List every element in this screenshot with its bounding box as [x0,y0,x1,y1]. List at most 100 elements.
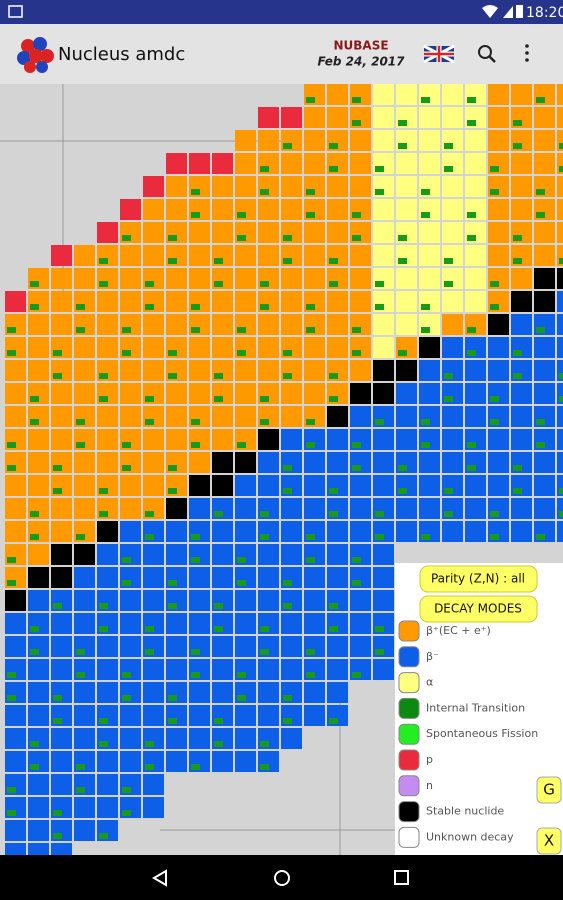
nuclide-cell[interactable] [97,337,118,358]
nuclide-cell[interactable] [51,383,72,404]
nuclide-cell[interactable] [396,84,417,105]
nuclide-chart[interactable] [5,84,563,855]
nuclide-cell[interactable] [373,429,394,450]
nuclide-cell[interactable] [465,291,486,312]
nuclide-cell[interactable] [557,245,563,266]
nuclide-cell[interactable] [143,590,164,611]
nuclide-cell[interactable] [488,245,509,266]
nuclide-cell[interactable] [511,268,532,289]
nuclide-cell[interactable] [74,452,95,473]
nuclide-cell[interactable] [97,636,118,657]
nuclide-cell[interactable] [28,429,49,450]
nuclide-cell[interactable] [465,521,486,542]
nuclide-cell[interactable] [281,659,302,680]
nuclide-cell[interactable] [235,590,256,611]
nuclide-cell[interactable] [258,107,279,128]
nuclide-cell[interactable] [258,337,279,358]
nuclide-cell[interactable] [166,383,187,404]
nuclide-cell[interactable] [419,268,440,289]
nuclide-cell[interactable] [166,636,187,657]
nuclide-cell[interactable] [212,406,233,427]
nuclide-cell[interactable] [419,475,440,496]
nuclide-cell[interactable] [189,360,210,381]
nuclide-cell[interactable] [28,567,49,588]
nuclide-cell[interactable] [373,314,394,335]
nuclide-cell[interactable] [465,153,486,174]
nuclide-cell[interactable] [281,544,302,565]
nuclide-cell[interactable] [51,245,72,266]
x-button[interactable] [536,827,562,855]
nuclide-cell[interactable] [304,567,325,588]
nuclide-cell[interactable] [465,406,486,427]
nuclide-cell[interactable] [166,291,187,312]
nuclide-cell[interactable] [350,590,371,611]
nuclide-cell[interactable] [281,314,302,335]
nuclide-cell[interactable] [557,314,563,335]
nuclide-cell[interactable] [350,153,371,174]
nuclide-cell[interactable] [74,383,95,404]
nuclide-cell[interactable] [51,544,72,565]
nuclide-cell[interactable] [189,567,210,588]
nuclide-cell[interactable] [373,452,394,473]
nuclide-cell[interactable] [488,475,509,496]
nuclide-cell[interactable] [28,843,49,855]
nuclide-cell[interactable] [258,222,279,243]
nuclide-cell[interactable] [281,636,302,657]
nuclide-cell[interactable] [189,245,210,266]
nuclide-cell[interactable] [488,452,509,473]
nuclide-cell[interactable] [189,613,210,634]
nuclide-cell[interactable] [212,682,233,703]
nuclide-cell[interactable] [28,797,49,818]
nuclide-cell[interactable] [51,521,72,542]
nuclide-cell[interactable] [511,383,532,404]
nuclide-cell[interactable] [419,360,440,381]
nuclide-cell[interactable] [143,222,164,243]
nuclide-cell[interactable] [327,176,348,197]
nuclide-cell[interactable] [304,153,325,174]
nuclide-cell[interactable] [327,452,348,473]
nuclide-cell[interactable] [442,406,463,427]
nuclide-cell[interactable] [166,153,187,174]
nuclide-cell[interactable] [166,751,187,772]
nuclide-cell[interactable] [304,107,325,128]
nuclide-cell[interactable] [465,130,486,151]
nuclide-cell[interactable] [327,107,348,128]
nuclide-cell[interactable] [189,153,210,174]
nuclide-cell[interactable] [212,475,233,496]
nuclide-cell[interactable] [396,383,417,404]
nuclide-cell[interactable] [327,406,348,427]
nuclide-cell[interactable] [511,521,532,542]
nuclide-cell[interactable] [212,291,233,312]
nuclide-cell[interactable] [304,245,325,266]
nuclide-cell[interactable] [235,291,256,312]
nuclide-cell[interactable] [5,728,26,749]
nuclide-cell[interactable] [28,659,49,680]
nuclide-cell[interactable] [189,682,210,703]
nuclide-cell[interactable] [143,429,164,450]
nuclide-cell[interactable] [51,613,72,634]
nuclide-cell[interactable] [465,498,486,519]
nuclide-cell[interactable] [304,682,325,703]
nuclide-cell[interactable] [396,176,417,197]
nuclide-cell[interactable] [488,360,509,381]
nuclide-cell[interactable] [212,452,233,473]
nuclide-cell[interactable] [534,337,555,358]
nuclide-cell[interactable] [373,245,394,266]
nuclide-cell[interactable] [143,452,164,473]
nuclide-cell[interactable] [350,291,371,312]
nuclide-cell[interactable] [557,429,563,450]
nuclide-cell[interactable] [235,751,256,772]
nuclide-cell[interactable] [373,337,394,358]
nuclide-cell[interactable] [281,521,302,542]
nuclide-cell[interactable] [212,544,233,565]
nuclide-cell[interactable] [74,728,95,749]
nuclide-cell[interactable] [51,291,72,312]
nuclide-cell[interactable] [143,475,164,496]
nuclide-cell[interactable] [212,636,233,657]
nuclide-cell[interactable] [143,176,164,197]
nuclide-cell[interactable] [258,567,279,588]
g-button[interactable] [536,776,562,804]
nuclide-cell[interactable] [166,268,187,289]
parity-button[interactable] [419,565,538,593]
nuclide-cell[interactable] [235,613,256,634]
